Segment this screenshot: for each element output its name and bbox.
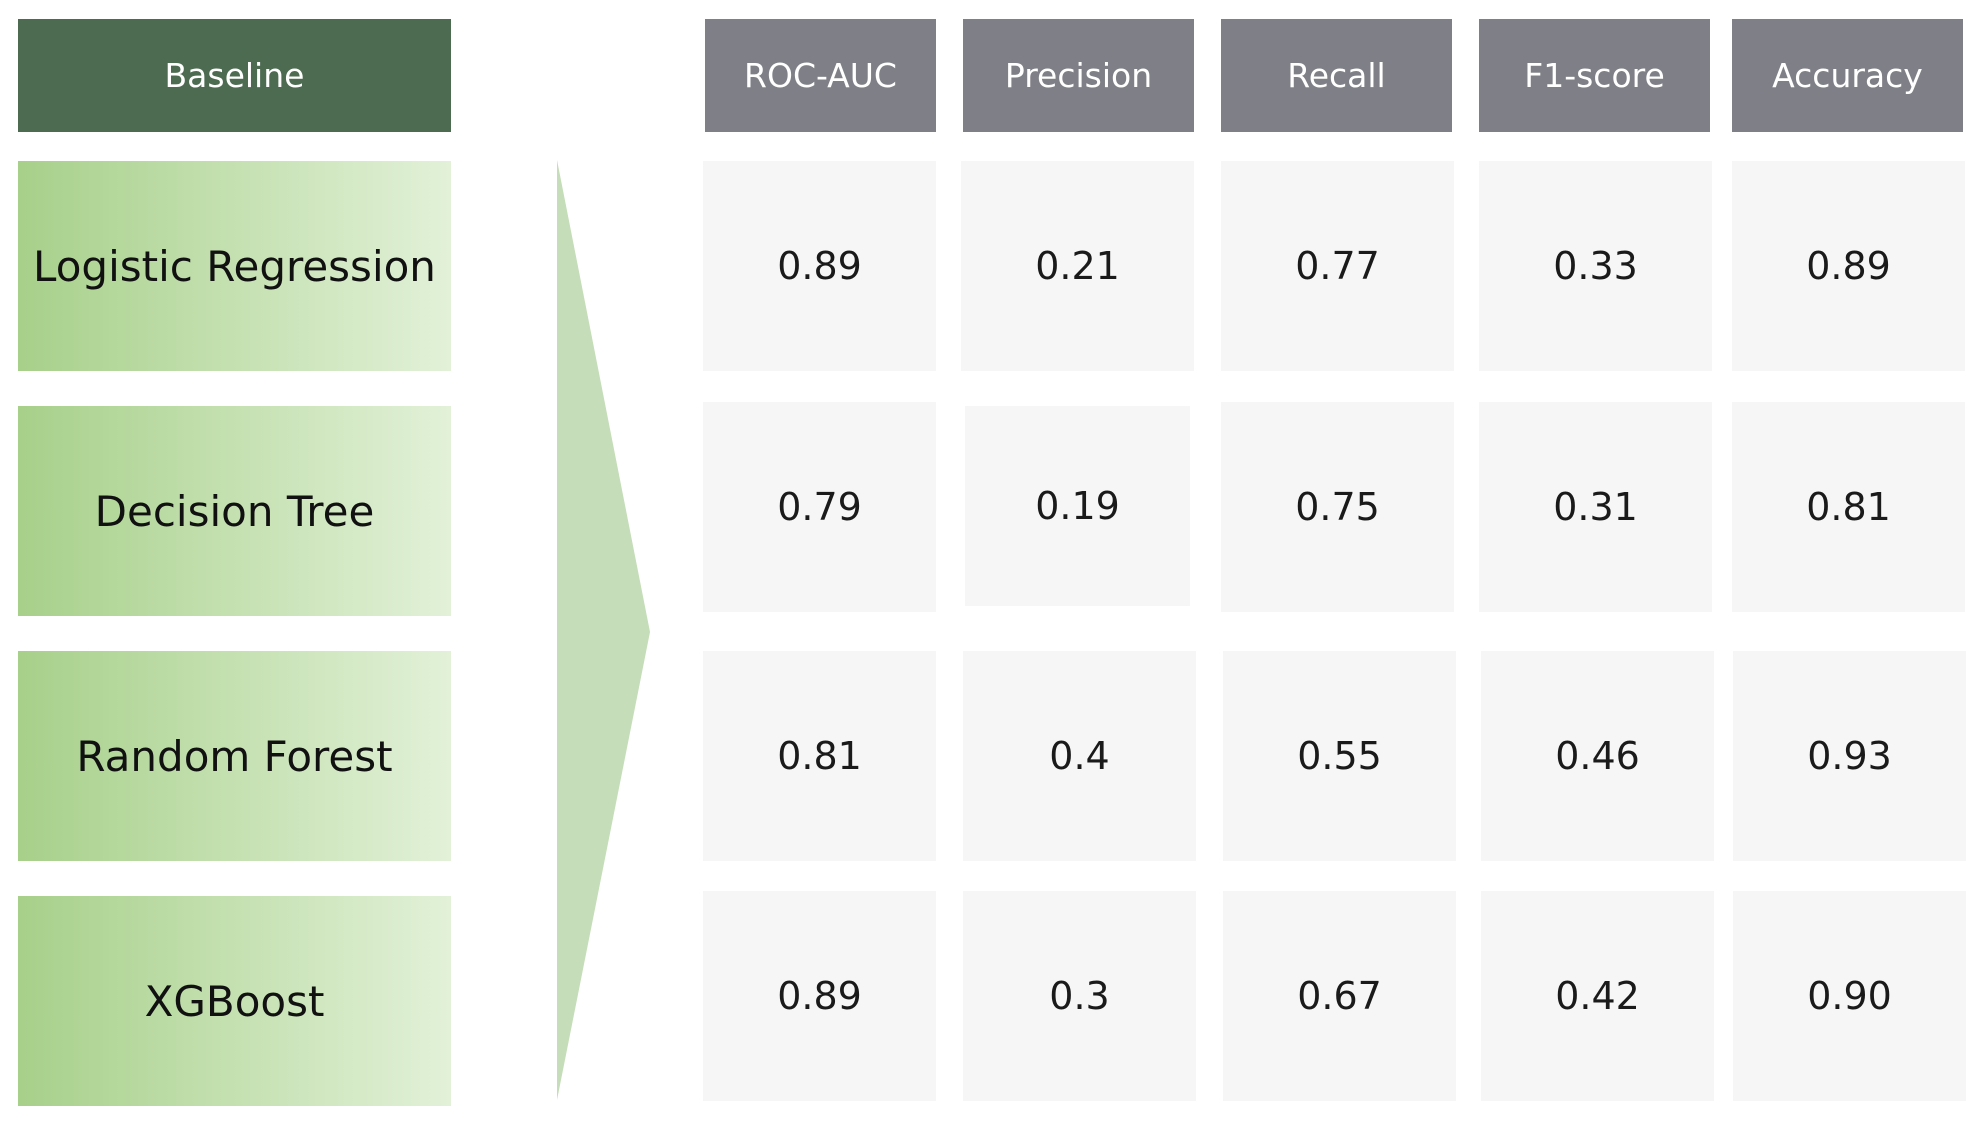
cell-random-forest-roc-auc: 0.81	[703, 651, 936, 861]
cell-logistic-regression-accuracy: 0.89	[1732, 161, 1965, 371]
metric-header-roc-auc: ROC-AUC	[705, 19, 936, 132]
cell-logistic-regression-f1-score: 0.33	[1479, 161, 1712, 371]
metric-header-precision: Precision	[963, 19, 1194, 132]
cell-xgboost-f1-score: 0.42	[1481, 891, 1714, 1101]
cell-logistic-regression-roc-auc: 0.89	[703, 161, 936, 371]
cell-xgboost-recall: 0.67	[1223, 891, 1456, 1101]
cell-decision-tree-roc-auc: 0.79	[703, 402, 936, 612]
cell-xgboost-precision: 0.3	[963, 891, 1196, 1101]
cell-random-forest-f1-score: 0.46	[1481, 651, 1714, 861]
cell-random-forest-precision: 0.4	[963, 651, 1196, 861]
cell-random-forest-accuracy: 0.93	[1733, 651, 1966, 861]
cell-xgboost-accuracy: 0.90	[1733, 891, 1966, 1101]
metric-header-recall: Recall	[1221, 19, 1452, 132]
cell-xgboost-roc-auc: 0.89	[703, 891, 936, 1101]
cell-logistic-regression-recall: 0.77	[1221, 161, 1454, 371]
metric-header-accuracy: Accuracy	[1732, 19, 1963, 132]
model-box-xgboost: XGBoost	[18, 896, 451, 1106]
model-box-random-forest: Random Forest	[18, 651, 451, 861]
chevron-arrow-icon	[557, 160, 650, 1100]
baseline-header: Baseline	[18, 19, 451, 132]
metric-header-f1-score: F1-score	[1479, 19, 1710, 132]
cell-logistic-regression-precision: 0.21	[961, 161, 1194, 371]
model-box-logistic-regression: Logistic Regression	[18, 161, 451, 371]
arrow-shape	[557, 160, 650, 1100]
cell-decision-tree-f1-score: 0.31	[1479, 402, 1712, 612]
cell-decision-tree-recall: 0.75	[1221, 402, 1454, 612]
cell-decision-tree-precision: 0.19	[965, 406, 1190, 606]
cell-random-forest-recall: 0.55	[1223, 651, 1456, 861]
cell-decision-tree-accuracy: 0.81	[1732, 402, 1965, 612]
model-box-decision-tree: Decision Tree	[18, 406, 451, 616]
